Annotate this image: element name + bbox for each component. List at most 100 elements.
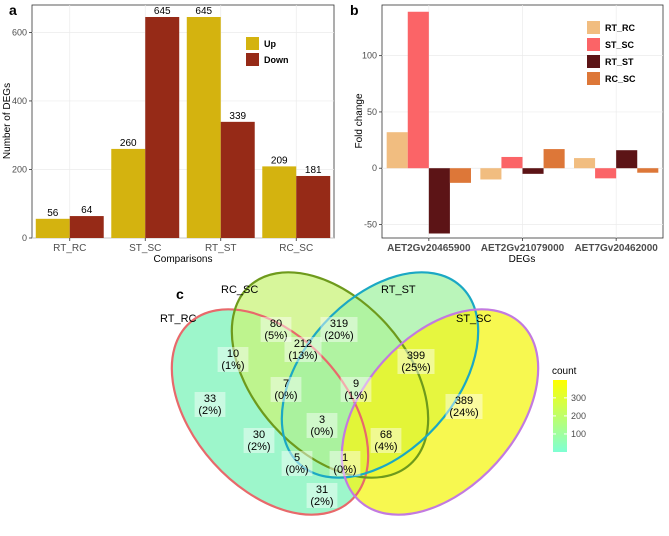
legend-swatch-st-sc xyxy=(587,38,600,51)
legend-b: RT_RC ST_SC RT_ST RC_SC xyxy=(587,21,636,85)
color-legend-bar xyxy=(553,380,567,452)
region-count-rc-sc-st-sc: 68 xyxy=(380,429,392,441)
data-label-down-rc-sc: 181 xyxy=(305,165,322,176)
data-label-up-rc-sc: 209 xyxy=(271,155,288,166)
region-label-bg-rt-rc-rt-st-st-sc xyxy=(281,451,313,476)
panel-label-c: c xyxy=(176,286,184,302)
legend-a: Up Down xyxy=(246,37,289,66)
bar-up-rc-sc xyxy=(262,166,297,238)
bar-rt-rc-aet2gv20465900 xyxy=(386,132,408,169)
x-tick-label-aet7gv20462000: AET7Gv20462000 xyxy=(574,243,658,254)
legend-swatch-rc-sc xyxy=(587,72,600,85)
region-label-bg-st-sc xyxy=(445,394,483,419)
bar-rc-sc-aet2gv21079000 xyxy=(543,149,565,169)
region-label-bg-rc-sc-st-sc xyxy=(370,428,402,453)
region-label-bg-rt-rc-st-sc xyxy=(306,483,338,508)
y-tick-label: 600 xyxy=(12,27,27,37)
y-tick-label: 50 xyxy=(367,107,377,117)
bar-down-st-sc xyxy=(145,16,180,239)
bar-rt-rc-aet2gv21079000 xyxy=(480,168,502,180)
region-pct-rt-rc: (2%) xyxy=(198,405,221,417)
region-pct-rt-rc-rc-sc-rt-st: (0%) xyxy=(274,390,297,402)
bar-rt-st-aet7gv20462000 xyxy=(616,150,638,169)
region-label-bg-rt-rc-rt-st xyxy=(243,428,275,453)
bar-up-rt-rc xyxy=(35,218,70,238)
bar-up-st-sc xyxy=(111,148,146,238)
region-label-bg-rt-rc xyxy=(194,392,226,417)
bar-rt-rc-aet7gv20462000 xyxy=(574,158,596,169)
set-label-rt-rc: RT_RC xyxy=(160,313,197,325)
bar-st-sc-aet2gv20465900 xyxy=(407,11,429,169)
data-label-up-rt-st: 645 xyxy=(195,6,212,17)
region-count-rt-st-st-sc: 399 xyxy=(407,350,425,362)
legend-label-st-sc: ST_SC xyxy=(605,40,635,50)
x-axis-title-b: DEGs xyxy=(509,254,536,265)
set-label-st-sc: ST_SC xyxy=(456,313,492,325)
region-count-rt-rc: 33 xyxy=(204,393,216,405)
legend-swatch-rt-st xyxy=(587,55,600,68)
bar-rc-sc-aet7gv20462000 xyxy=(637,168,659,173)
bar-rt-st-aet2gv21079000 xyxy=(522,168,544,174)
bar-rt-st-aet2gv20465900 xyxy=(428,168,450,234)
region-label-bg-rt-st xyxy=(320,317,358,342)
legend-label-rt-rc: RT_RC xyxy=(605,23,636,33)
ticks-b: -50 0 50 100 AET2Gv20465900 AET2Gv21079000 AET… xyxy=(362,51,658,254)
region-count-rt-rc-rt-st-st-sc: 5 xyxy=(294,452,300,464)
region-pct-st-sc: (24%) xyxy=(449,407,478,419)
venn-region-labels: 80(5%)319(20%)212(13%)10(1%)399(25%)7(0%… xyxy=(194,317,483,508)
color-legend-tick-label: 300 xyxy=(571,393,586,403)
y-tick-label: 400 xyxy=(12,96,27,106)
region-pct-rt-rc-rt-st: (2%) xyxy=(247,441,270,453)
region-label-bg-rc-sc-rt-st xyxy=(284,337,322,362)
venn-outline-rc-sc xyxy=(230,271,430,479)
region-count-rt-rc-rc-sc-rt-st: 7 xyxy=(283,378,289,390)
region-count-rt-rc-st-sc: 31 xyxy=(316,484,328,496)
venn-outline-rt-st xyxy=(280,271,480,479)
region-count-rt-rc-rc-sc: 10 xyxy=(227,348,239,360)
color-legend-tick-label: 100 xyxy=(571,429,586,439)
region-label-bg-rt-rc-rc-sc-st-sc xyxy=(329,451,361,476)
panel-label-a: a xyxy=(9,2,17,18)
bar-up-rt-st xyxy=(186,16,221,239)
region-label-bg-rt-rc-rc-sc xyxy=(217,347,249,372)
x-tick-label-rt-rc: RT_RC xyxy=(53,243,86,254)
bar-chart-a: 56 260 645 209 64 645 339 181 0 200 400 600 RT_RC ST… xyxy=(2,4,335,265)
region-pct-rt-rc-rc-sc-st-sc: (0%) xyxy=(333,464,356,476)
region-pct-rt-st-st-sc: (25%) xyxy=(401,362,430,374)
region-label-bg-rc-sc-rt-st-st-sc xyxy=(340,377,372,402)
region-pct-rc-sc-st-sc: (4%) xyxy=(374,441,397,453)
x-tick-label-aet2gv20465900: AET2Gv20465900 xyxy=(387,243,471,254)
region-count-rt-rc-rt-st: 30 xyxy=(253,429,265,441)
legend-swatch-rt-rc xyxy=(587,21,600,34)
ticks-a: 0 200 400 600 RT_RC ST_SC RT_ST RC_SC xyxy=(12,27,313,254)
y-tick-label: 100 xyxy=(362,51,377,61)
legend-swatch-down xyxy=(246,53,259,66)
region-pct-rt-rc-st-sc: (2%) xyxy=(310,496,333,508)
region-count-rt-st: 319 xyxy=(330,318,348,330)
data-label-up-st-sc: 260 xyxy=(120,138,137,149)
legend-label-up: Up xyxy=(264,39,276,49)
region-count-rt-rc-rc-sc-st-sc: 1 xyxy=(342,452,348,464)
region-count-rc-sc: 80 xyxy=(270,318,282,330)
bar-chart-b: -50 0 50 100 AET2Gv20465900 AET2Gv21079000 AET… xyxy=(354,4,664,265)
legend-label-down: Down xyxy=(264,55,289,65)
legend-swatch-up xyxy=(246,37,259,50)
legend-label-rt-st: RT_ST xyxy=(605,57,634,67)
bar-down-rc-sc xyxy=(296,175,331,238)
region-pct-rt-rc-rc-sc-rt-st-st-sc: (0%) xyxy=(310,426,333,438)
bar-down-rt-rc xyxy=(69,216,104,238)
venn-outline-st-sc xyxy=(340,308,540,516)
bar-st-sc-aet7gv20462000 xyxy=(595,168,617,179)
color-legend-ticks: 100 200 300 xyxy=(553,393,586,439)
x-axis-title-a: Comparisons xyxy=(154,254,213,265)
y-tick-label: -50 xyxy=(364,219,377,229)
region-pct-rt-st: (20%) xyxy=(324,330,353,342)
x-tick-label-st-sc: ST_SC xyxy=(129,243,161,254)
region-label-bg-rt-st-st-sc xyxy=(397,349,435,374)
bars-b xyxy=(386,11,659,234)
x-tick-label-aet2gv21079000: AET2Gv21079000 xyxy=(481,243,565,254)
region-count-rc-sc-rt-st: 212 xyxy=(294,338,312,350)
y-tick-label: 200 xyxy=(12,164,27,174)
x-tick-label-rt-st: RT_ST xyxy=(205,243,237,254)
